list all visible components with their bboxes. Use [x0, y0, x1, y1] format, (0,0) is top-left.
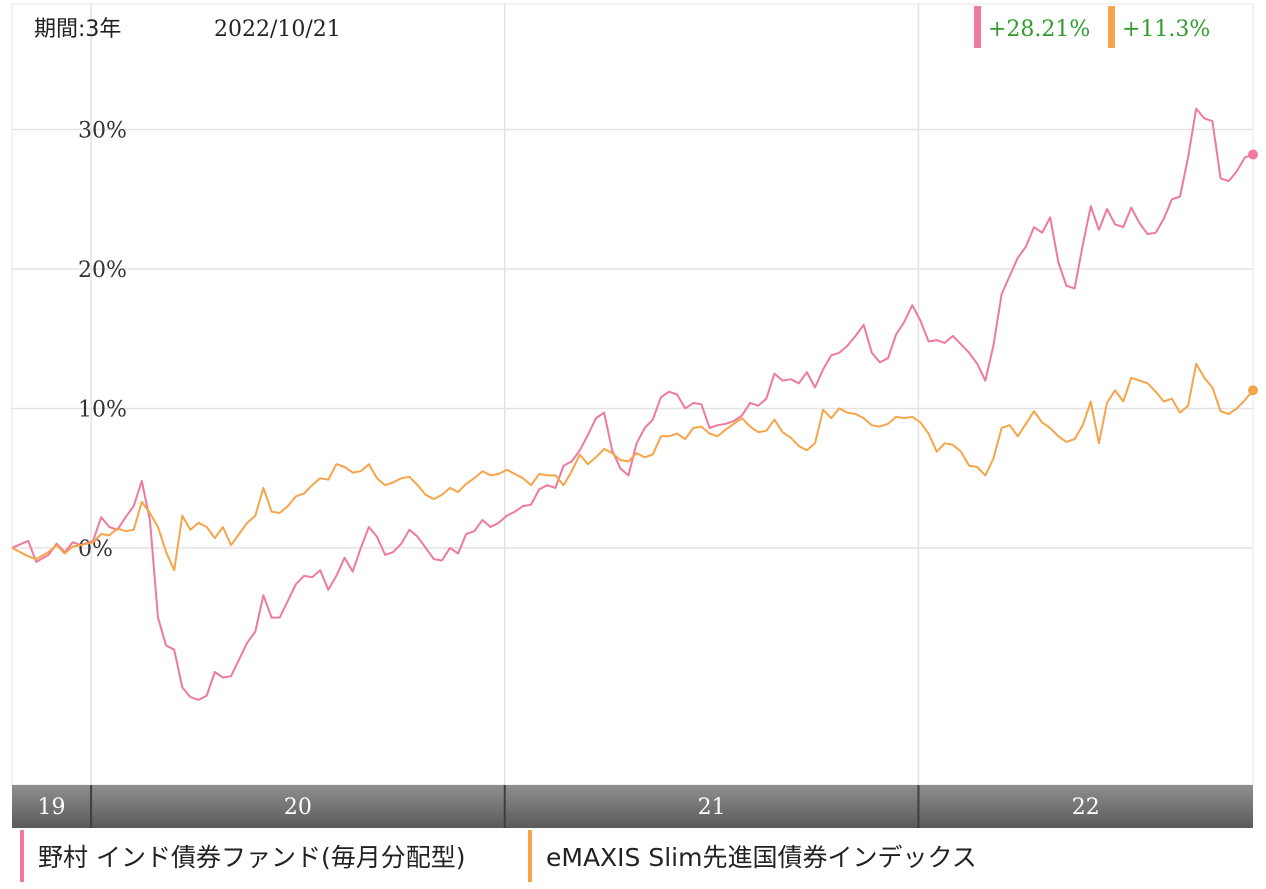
y-tick-label: 30% [78, 119, 127, 144]
legend-item-emaxis: eMAXIS Slim先進国債券インデックス [528, 830, 977, 882]
x-axis-bands: 19 20 21 22 [12, 785, 1253, 828]
grid [12, 4, 1253, 785]
date-label: 2022/10/21 [214, 17, 341, 42]
y-axis-ticks: 30%20%10%0% [78, 119, 127, 562]
return-marker-2 [1108, 6, 1115, 48]
x-axis-band-bar [12, 785, 1253, 828]
legend-item-nomura: 野村 インド債券ファンド(毎月分配型) [20, 830, 465, 882]
series-lines [11, 107, 1258, 701]
period-label: 期間:3年 [34, 17, 121, 42]
x-tick-label: 22 [1072, 795, 1100, 820]
series-endpoint-2 [1248, 385, 1258, 396]
series-endpoint-1 [1248, 149, 1258, 160]
legend-swatch [20, 830, 24, 882]
line-chart: 30%20%10%0% 19 20 21 22 期間:3年 2022/10/21 +2… [11, 3, 1258, 828]
x-tick-label: 21 [698, 795, 726, 820]
series-line-2 [11, 362, 1254, 572]
y-tick-label: 20% [78, 258, 127, 283]
legend-label: 野村 インド債券ファンド(毎月分配型) [38, 843, 466, 872]
return-value-2: +11.3% [1122, 17, 1210, 42]
legend-swatch [528, 830, 532, 882]
x-tick-label: 19 [38, 795, 66, 820]
plot-area [11, 3, 1254, 786]
y-tick-label: 10% [78, 397, 127, 422]
x-tick-label: 20 [284, 795, 312, 820]
return-value-1: +28.21% [988, 17, 1090, 42]
return-marker-1 [974, 6, 981, 48]
legend-label: eMAXIS Slim先進国債券インデックス [546, 843, 977, 872]
series-line-1 [11, 107, 1254, 701]
